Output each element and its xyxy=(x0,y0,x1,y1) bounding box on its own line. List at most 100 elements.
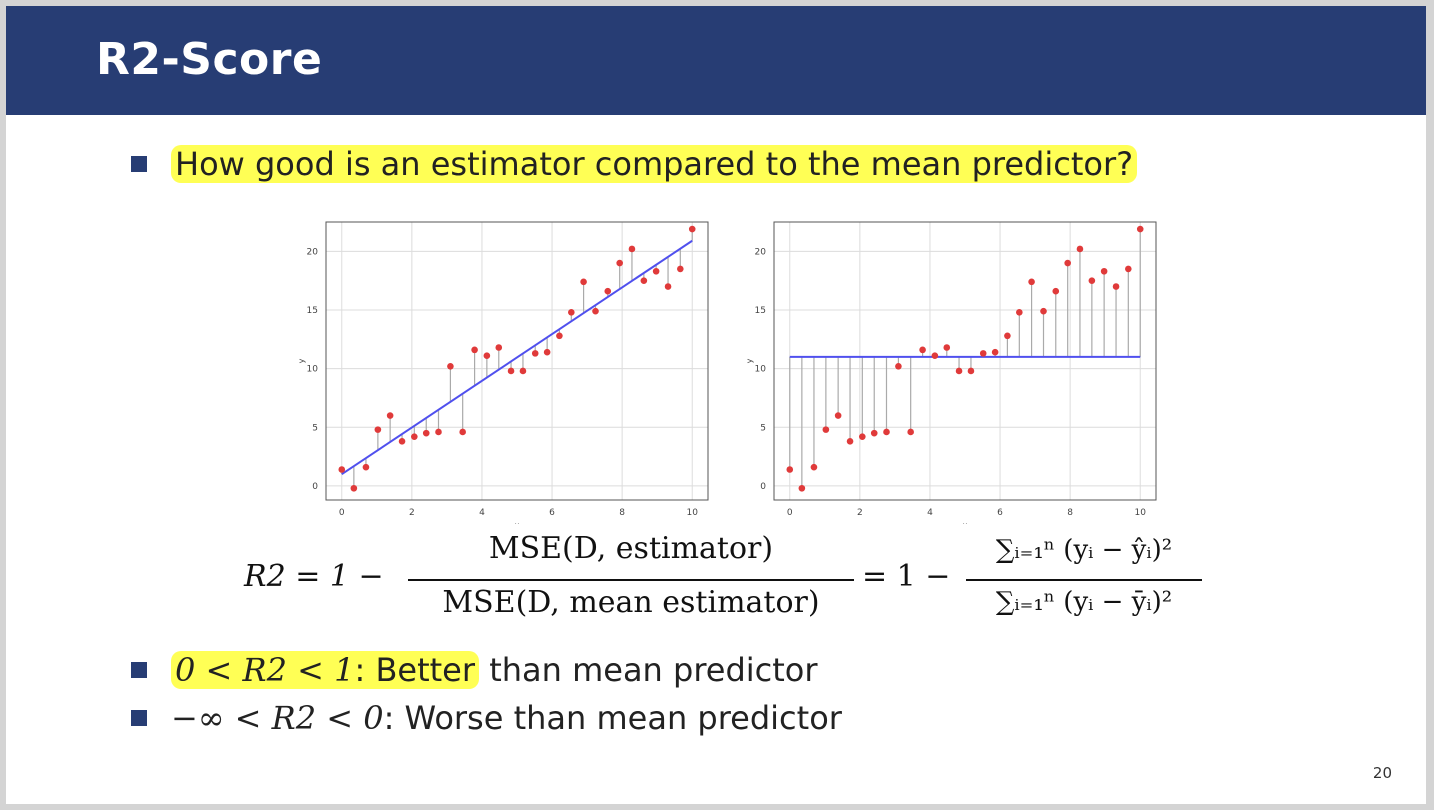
bullet-square-icon xyxy=(131,156,147,172)
bullet-better-rest: than mean predictor xyxy=(479,651,818,689)
x-tick-label: 6 xyxy=(997,508,1003,518)
data-point xyxy=(859,433,866,440)
data-point xyxy=(495,344,503,351)
bullet-question: How good is an estimator compared to the… xyxy=(131,140,1331,188)
data-point xyxy=(688,225,696,233)
data-point xyxy=(616,259,623,267)
data-point xyxy=(386,412,394,419)
data-point xyxy=(471,346,478,354)
formula-mse-numerator: MSE(D, estimator) xyxy=(488,531,774,566)
y-axis-label: y xyxy=(297,358,306,363)
data-point xyxy=(1076,245,1084,253)
y-axis-label: y xyxy=(745,358,754,363)
y-tick-label: 20 xyxy=(307,247,319,257)
y-tick-label: 10 xyxy=(755,365,767,375)
data-point xyxy=(519,367,527,375)
data-point xyxy=(1064,259,1071,267)
data-point xyxy=(846,438,854,445)
plot-mean-predictor: 0 2 4 6 8 10 0 5 10 15 20 x y xyxy=(745,221,1157,524)
data-point xyxy=(1052,287,1060,295)
x-tick-label: 2 xyxy=(857,508,863,518)
data-point xyxy=(592,307,599,315)
slide: R2-Score How good is an estimator compar… xyxy=(6,6,1426,804)
data-point xyxy=(362,463,370,471)
x-tick-label: 0 xyxy=(787,508,793,518)
data-point xyxy=(543,348,551,356)
data-point xyxy=(834,412,842,419)
y-tick-label: 5 xyxy=(312,423,318,433)
data-point xyxy=(991,348,999,356)
data-point xyxy=(507,367,515,375)
data-point xyxy=(350,484,358,492)
data-point xyxy=(374,426,382,433)
bullet-better: 0 < R2 < 1: Better than mean predictor xyxy=(131,646,1331,694)
data-point xyxy=(664,283,672,290)
data-point xyxy=(580,278,587,286)
bullet-worse-text: : Worse than mean predictor xyxy=(383,699,842,737)
plot-frame xyxy=(773,221,1157,501)
slide-title: R2-Score xyxy=(96,34,323,85)
bullet-worse: −∞ < R2 < 0: Worse than mean predictor xyxy=(131,694,1331,742)
data-point xyxy=(943,344,951,351)
data-point xyxy=(1136,225,1144,233)
x-tick-label: 4 xyxy=(479,508,485,518)
data-point xyxy=(531,350,539,357)
data-point xyxy=(604,287,612,295)
data-point xyxy=(677,265,684,273)
y-tick-label: 15 xyxy=(307,306,318,316)
data-point xyxy=(822,426,830,433)
formula-fraction-mse: MSE(D, estimator) MSE(D, mean estimator) xyxy=(408,531,854,631)
formula-fraction-sum: ∑ᵢ₌₁ⁿ (yᵢ − ŷᵢ)² ∑ᵢ₌₁ⁿ (yᵢ − ȳᵢ)² xyxy=(966,531,1202,631)
data-point xyxy=(459,428,466,436)
title-bar: R2-Score xyxy=(6,6,1426,115)
data-point xyxy=(883,428,890,436)
formula-mid: = 1 − xyxy=(862,559,951,594)
data-point xyxy=(483,352,491,360)
data-point xyxy=(931,352,939,360)
y-tick-label: 0 xyxy=(760,482,766,492)
formula-mse-denominator: MSE(D, mean estimator) xyxy=(442,585,820,620)
data-point xyxy=(435,428,442,436)
formula-lhs: R2 = 1 − xyxy=(244,559,384,594)
data-point xyxy=(810,463,818,471)
fit-line xyxy=(341,239,693,476)
x-tick-label: 6 xyxy=(549,508,555,518)
data-point xyxy=(1088,277,1096,284)
y-tick-label: 5 xyxy=(760,423,766,433)
data-point xyxy=(919,346,926,354)
x-tick-label: 4 xyxy=(927,508,933,518)
data-point xyxy=(798,484,806,492)
formula-sum-denominator: ∑ᵢ₌₁ⁿ (yᵢ − ȳᵢ)² xyxy=(995,587,1173,617)
data-point xyxy=(411,433,418,440)
x-axis-label: x xyxy=(515,521,520,524)
y-tick-label: 0 xyxy=(312,482,318,492)
data-point xyxy=(870,429,878,437)
x-tick-label: 10 xyxy=(687,508,699,518)
y-tick-label: 20 xyxy=(755,247,767,257)
data-point xyxy=(1040,307,1047,315)
data-point xyxy=(967,367,975,375)
data-point xyxy=(907,428,914,436)
data-point xyxy=(895,362,902,370)
x-tick-label: 0 xyxy=(339,508,345,518)
data-point xyxy=(447,362,454,370)
data-point xyxy=(1004,332,1011,340)
bullet-better-math: 0 < R2 < 1 xyxy=(175,651,355,689)
x-axis-label: x xyxy=(963,521,968,524)
data-point xyxy=(628,245,636,253)
formula-sum-numerator: ∑ᵢ₌₁ⁿ (yᵢ − ŷᵢ)² xyxy=(995,535,1173,565)
data-point xyxy=(1016,309,1023,316)
data-point xyxy=(1100,267,1108,275)
x-tick-label: 8 xyxy=(1067,508,1073,518)
data-point xyxy=(556,332,563,340)
plot-frame xyxy=(325,221,709,501)
plot-linear-fit: 0 2 4 6 8 10 0 5 10 15 20 x y xyxy=(297,221,709,524)
data-point xyxy=(640,277,648,284)
data-point xyxy=(786,466,794,473)
x-tick-label: 8 xyxy=(619,508,625,518)
data-point xyxy=(652,267,660,275)
bullet-question-text: How good is an estimator compared to the… xyxy=(171,145,1138,183)
data-point xyxy=(1125,265,1132,273)
data-point xyxy=(568,309,575,316)
r2-formula: R2 = 1 − MSE(D, estimator) MSE(D, mean e… xyxy=(244,531,1204,641)
